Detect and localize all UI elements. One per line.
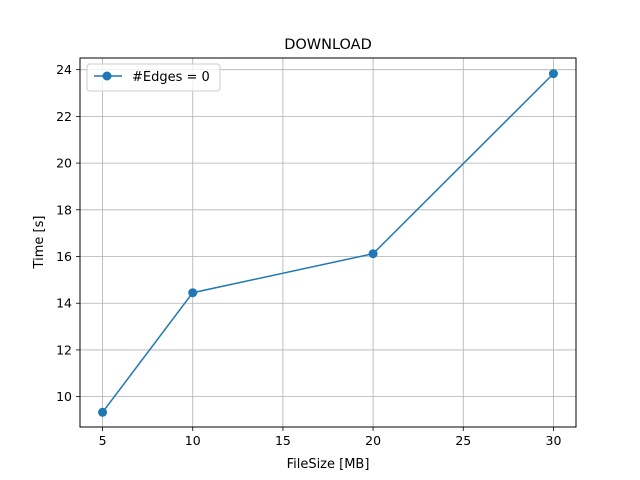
- plot-area: [80, 58, 576, 427]
- y-axis-ticks: 10 12 14 16 18 20 22 24: [56, 62, 80, 404]
- x-tick-label: 25: [455, 433, 471, 448]
- legend-label: #Edges = 0: [132, 70, 210, 85]
- y-tick-label: 10: [56, 389, 72, 404]
- x-tick-label: 20: [365, 433, 381, 448]
- y-tick-label: 20: [56, 156, 72, 171]
- series-layer: [98, 69, 558, 417]
- grid: [80, 58, 576, 427]
- legend-box: [86, 63, 221, 92]
- legend: #Edges = 0: [86, 63, 221, 92]
- data-point: [188, 288, 198, 298]
- y-tick-label: 16: [56, 249, 72, 264]
- x-tick-label: 30: [546, 433, 562, 448]
- x-tick-label: 5: [99, 433, 107, 448]
- x-axis-label: FileSize [MB]: [287, 457, 370, 472]
- y-tick-label: 14: [56, 296, 72, 311]
- x-tick-label: 10: [185, 433, 201, 448]
- data-point: [98, 407, 108, 417]
- y-tick-label: 12: [56, 342, 72, 357]
- y-tick-label: 22: [56, 109, 72, 124]
- data-point: [548, 69, 558, 79]
- y-tick-label: 18: [56, 202, 72, 217]
- legend-marker: [102, 71, 112, 81]
- y-axis-label: Time [s]: [32, 216, 47, 270]
- chart-title: DOWNLOAD: [284, 37, 372, 53]
- y-tick-label: 24: [56, 62, 72, 77]
- x-tick-label: 15: [275, 433, 291, 448]
- series-line: [101, 73, 554, 413]
- x-axis-ticks: 5 10 15 20 25 30: [99, 427, 562, 448]
- data-point: [368, 249, 378, 259]
- plot-frame: [79, 57, 577, 428]
